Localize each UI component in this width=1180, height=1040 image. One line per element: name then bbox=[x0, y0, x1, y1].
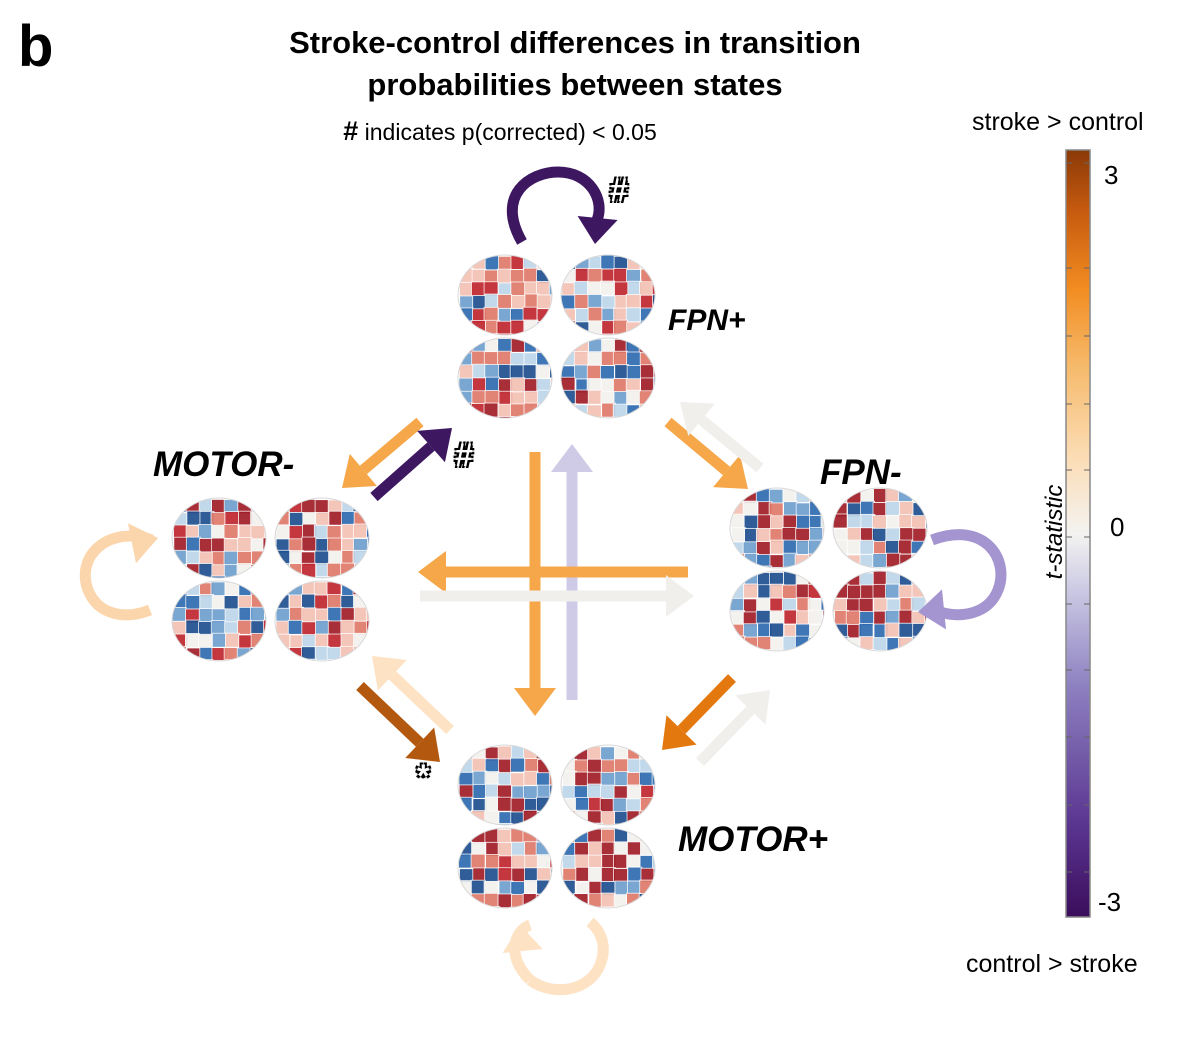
colorbar bbox=[1065, 149, 1091, 918]
brain-fpn-minus-left-medial bbox=[729, 570, 825, 652]
arrow-fpn-plus-to-fpn-minus bbox=[664, 417, 748, 489]
state-label-motor-minus: MOTOR- bbox=[153, 445, 295, 484]
arrow-fpn-minus-to-fpn-plus bbox=[680, 402, 764, 473]
colorbar-bottom-label: control > stroke bbox=[966, 950, 1138, 978]
arrow-motor-plus-to-motor-minus bbox=[372, 656, 454, 734]
colorbar-top-label: stroke > control bbox=[972, 108, 1144, 136]
brain-motor-minus-right-lateral bbox=[274, 497, 370, 579]
brain-motor-plus-right-lateral bbox=[560, 744, 656, 826]
significance-marker-fpn-plus-self: # bbox=[610, 172, 628, 208]
self-loop-motor-minus bbox=[79, 523, 158, 621]
brain-motor-minus-left-medial bbox=[171, 580, 267, 662]
brain-fpn-minus-left-lateral bbox=[729, 487, 825, 569]
brain-fpn-plus-left-medial bbox=[457, 337, 553, 419]
arrow-fpn-plus-to-motor-plus bbox=[514, 452, 556, 716]
arrow-fpn-plus-to-motor-minus bbox=[342, 417, 424, 488]
significance-marker-motor-minus-to-motor-plus: * bbox=[417, 758, 430, 794]
brain-fpn-plus-right-medial bbox=[560, 337, 656, 419]
significance-note: # indicates p(corrected) < 0.05 bbox=[0, 116, 1000, 147]
colorbar-ticks bbox=[1066, 162, 1090, 873]
brain-fpn-plus-left-lateral bbox=[457, 254, 553, 336]
brain-fpn-minus-right-lateral bbox=[832, 487, 928, 569]
arrow-motor-minus-to-fpn-minus bbox=[420, 575, 694, 617]
panel-letter: b bbox=[18, 14, 54, 79]
figure-title-line-1: Stroke-control differences in transition bbox=[289, 25, 861, 60]
brain-fpn-minus-right-medial bbox=[832, 570, 928, 652]
hash-symbol: # bbox=[343, 116, 359, 146]
brain-motor-plus-left-lateral bbox=[457, 744, 553, 826]
arrow-fpn-minus-to-motor-minus bbox=[418, 551, 688, 593]
figure-title-line-2: probabilities between states bbox=[367, 67, 783, 102]
brain-fpn-plus-right-lateral bbox=[560, 254, 656, 336]
self-loop-fpn-minus bbox=[918, 529, 1007, 630]
transition-arrows bbox=[79, 166, 1007, 996]
brain-motor-plus-right-medial bbox=[560, 827, 656, 909]
colorbar-axis-label: t-statistic bbox=[1041, 484, 1068, 580]
self-loop-motor-plus bbox=[502, 917, 609, 996]
brain-motor-minus-right-medial bbox=[274, 580, 370, 662]
arrow-fpn-minus-to-motor-plus bbox=[662, 674, 736, 750]
arrow-motor-plus-to-fpn-plus bbox=[551, 444, 593, 700]
arrow-motor-minus-to-fpn-plus bbox=[370, 428, 452, 502]
state-label-fpn-plus: FPN+ bbox=[668, 304, 746, 337]
self-loop-fpn-plus bbox=[506, 166, 618, 245]
colorbar-gradient bbox=[1065, 149, 1091, 918]
significance-marker-motor-minus-to-fpn-plus: # bbox=[455, 437, 473, 473]
colorbar-tick-zero: 0 bbox=[1110, 512, 1125, 542]
arrow-motor-minus-to-motor-plus bbox=[356, 682, 440, 762]
colorbar-tick-min: -3 bbox=[1098, 887, 1122, 917]
brain-motor-minus-left-lateral bbox=[171, 497, 267, 579]
arrow-motor-plus-to-fpn-minus bbox=[696, 690, 770, 766]
brain-motor-plus-left-medial bbox=[457, 827, 553, 909]
state-label-motor-plus: MOTOR+ bbox=[678, 820, 829, 859]
significance-note-text: indicates p(corrected) < 0.05 bbox=[364, 119, 657, 145]
colorbar-tick-max: 3 bbox=[1104, 160, 1119, 190]
state-label-fpn-minus: FPN- bbox=[820, 453, 902, 492]
